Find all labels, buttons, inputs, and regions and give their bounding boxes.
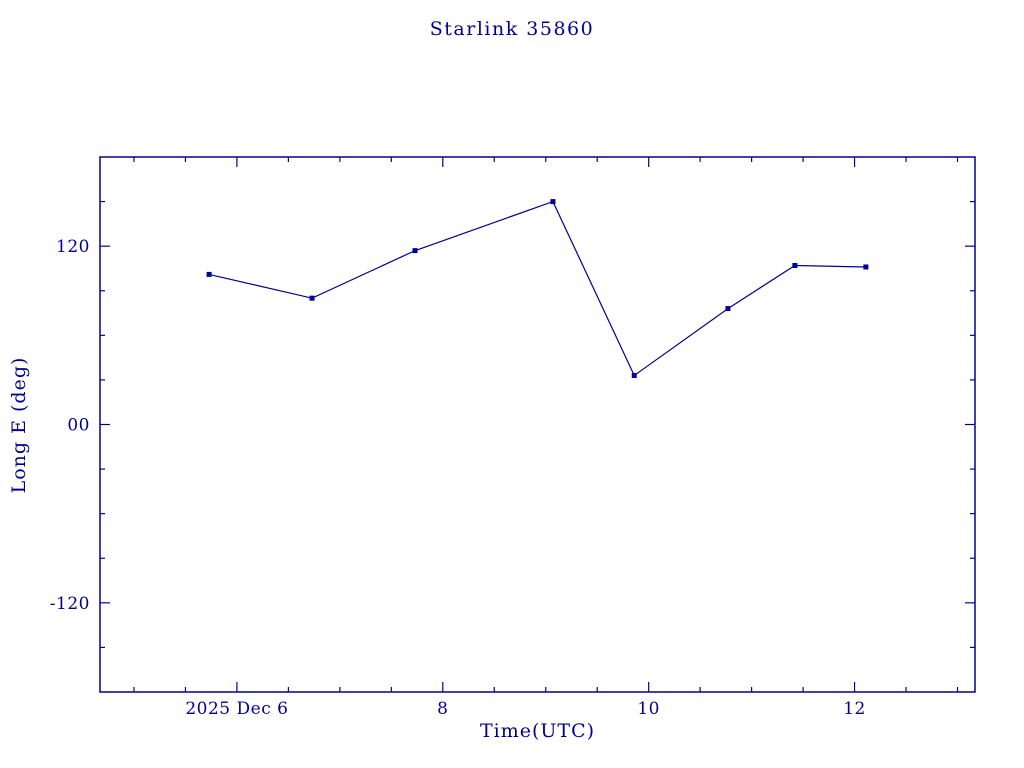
data-point-marker	[550, 199, 556, 205]
x-tick-label: 12	[843, 699, 866, 719]
data-line	[208, 200, 866, 377]
data-point-marker	[412, 248, 418, 254]
data-point-marker	[206, 271, 212, 277]
x-tick-label: 2025 Dec 6	[185, 699, 288, 719]
y-tick-label: 120	[56, 237, 90, 257]
chart-title: Starlink 35860	[429, 18, 595, 40]
x-tick-label: 8	[437, 699, 448, 719]
data-point-marker	[792, 262, 798, 268]
data-point-marker	[631, 372, 637, 378]
data-point-marker	[309, 295, 315, 301]
x-axis-label: Time(UTC)	[479, 720, 596, 742]
plot-frame	[99, 156, 976, 693]
data-point-marker	[863, 264, 869, 270]
x-tick-label: 10	[637, 699, 660, 719]
data-point-marker	[725, 306, 731, 312]
y-tick-label: -120	[50, 594, 90, 614]
y-tick-label: 00	[67, 416, 90, 436]
